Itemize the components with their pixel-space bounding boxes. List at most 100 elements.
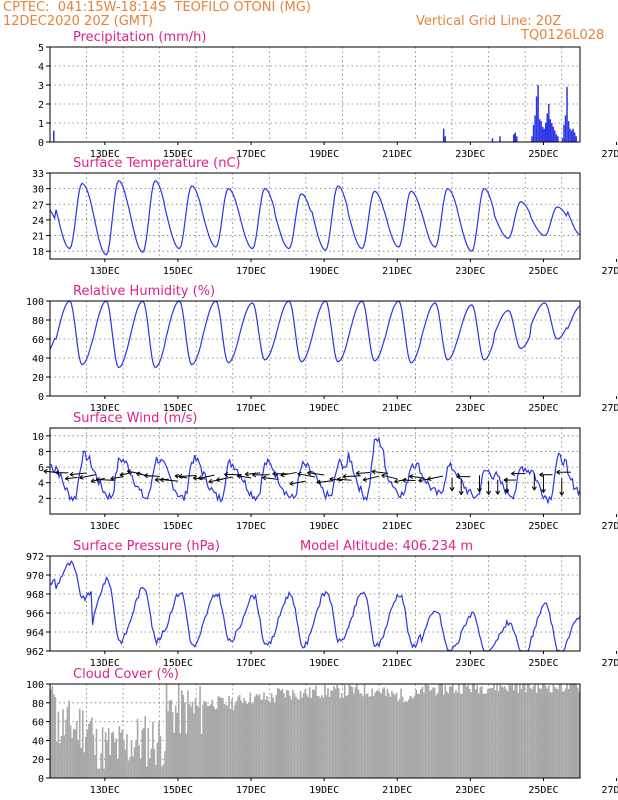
x-tick-label: 17DEC [236, 266, 266, 277]
header-station: CPTEC: 041:15W-18:14S TEOFILO OTONI (MG) [3, 0, 311, 15]
wind-arrow-head [262, 475, 267, 481]
panel-frame [49, 683, 581, 779]
cloud-bar [270, 693, 273, 778]
cloud-bar [269, 702, 271, 778]
cloud-bar [196, 705, 198, 778]
wind-arrow-head [252, 472, 257, 478]
cloud-bar [304, 689, 306, 778]
cloud-bar [499, 684, 501, 778]
cloud-bar [222, 697, 224, 778]
wind-arrow-head [486, 490, 492, 495]
cloud-bar [549, 691, 552, 778]
cloud-bar [313, 690, 316, 778]
panel-title: Surface Wind (m/s) [73, 411, 197, 426]
x-tick-label: 27DEC [601, 785, 618, 796]
panel-0: Precipitation (mm/h) 0 1 2 3 4 5 13DEC 15DEC 17DE… [38, 30, 618, 160]
cloud-bar [287, 690, 290, 778]
cloud-bar [292, 689, 294, 778]
cloud-bar [485, 693, 488, 778]
cloud-bar [223, 703, 226, 778]
cloud-bar [330, 690, 332, 778]
cloud-bar [525, 692, 527, 778]
wind-arrow [110, 476, 124, 480]
x-tick-label: 21DEC [382, 785, 412, 796]
cloud-bar [191, 701, 194, 778]
cloud-bar [97, 768, 99, 778]
wind-arrow [216, 476, 233, 481]
cloud-bar [200, 733, 203, 778]
precip-bar [544, 123, 547, 142]
cloud-bar [318, 696, 320, 778]
cloud-bar [560, 684, 562, 778]
x-tick-label: 15DEC [163, 266, 193, 277]
wind-arrow-head [297, 471, 302, 477]
cloud-bar [133, 747, 136, 778]
cloud-bar [138, 745, 140, 778]
cloud-bar [490, 687, 492, 778]
cloud-bar [148, 758, 151, 778]
cloud-bar [497, 691, 500, 778]
wind-arrow [356, 472, 370, 474]
cloud-bar [266, 696, 268, 778]
cloud-bar [187, 690, 189, 778]
cloud-bar [548, 685, 550, 778]
cloud-bar [575, 684, 578, 778]
cloud-bar [410, 696, 413, 778]
cloud-bar [368, 696, 370, 778]
cloud-bar [353, 693, 355, 778]
cloud-bar [203, 700, 206, 778]
cloud-bar [281, 689, 284, 778]
cloud-bar [403, 702, 405, 778]
cloud-bar [537, 684, 539, 778]
cloud-bar [123, 740, 125, 778]
x-tick-label: 13DEC [90, 658, 120, 669]
cloud-bar [572, 684, 574, 778]
cloud-bar [413, 695, 416, 778]
cloud-bar [241, 703, 244, 778]
cloud-bar [394, 695, 396, 778]
wind-arrow-head [458, 491, 464, 495]
panel-frame [49, 427, 581, 515]
cloud-bar [333, 685, 335, 778]
cloud-bar [251, 702, 253, 778]
precip-bar [555, 134, 558, 142]
cloud-bar [205, 702, 207, 778]
x-tick-label: 25DEC [528, 785, 558, 796]
cloud-bar [519, 684, 521, 778]
cloud-bar [491, 687, 494, 778]
x-tick-label: 21DEC [382, 521, 412, 532]
cloud-bar [420, 689, 422, 778]
series-line [49, 560, 581, 652]
y-tick-label: 20 [32, 373, 44, 384]
y-tick-label: 80 [32, 316, 44, 327]
cloud-bar [184, 702, 186, 778]
cloud-bar [516, 684, 518, 778]
wind-arrow [119, 472, 133, 476]
cloud-bar [162, 764, 165, 778]
cloud-bar [216, 708, 218, 778]
cloud-bar [346, 695, 349, 778]
panel-4: Surface Pressure (hPa) Model Altitude: 40… [26, 539, 618, 669]
cloud-bar [188, 704, 191, 778]
cloud-bar [383, 687, 386, 778]
cloud-bar [386, 689, 389, 778]
cloud-bar [165, 684, 168, 778]
cloud-bar [94, 755, 96, 778]
cloud-bar [455, 689, 457, 778]
cloud-bar [544, 685, 547, 778]
cloud-bar [445, 691, 448, 778]
cloud-bar [305, 694, 308, 778]
cloud-bar [357, 689, 360, 778]
y-tick-label: 3 [38, 81, 44, 92]
cloud-bar [543, 684, 546, 778]
cloud-bar [88, 723, 90, 778]
cloud-bar [453, 692, 456, 778]
y-tick-label: 0 [38, 392, 44, 403]
cloud-bar [258, 693, 261, 778]
wind-arrow [307, 472, 325, 476]
cloud-bar [310, 697, 313, 778]
cloud-bar [177, 684, 180, 778]
cloud-bar [484, 693, 486, 778]
cloud-bar [293, 693, 296, 778]
cloud-bar [395, 692, 398, 778]
